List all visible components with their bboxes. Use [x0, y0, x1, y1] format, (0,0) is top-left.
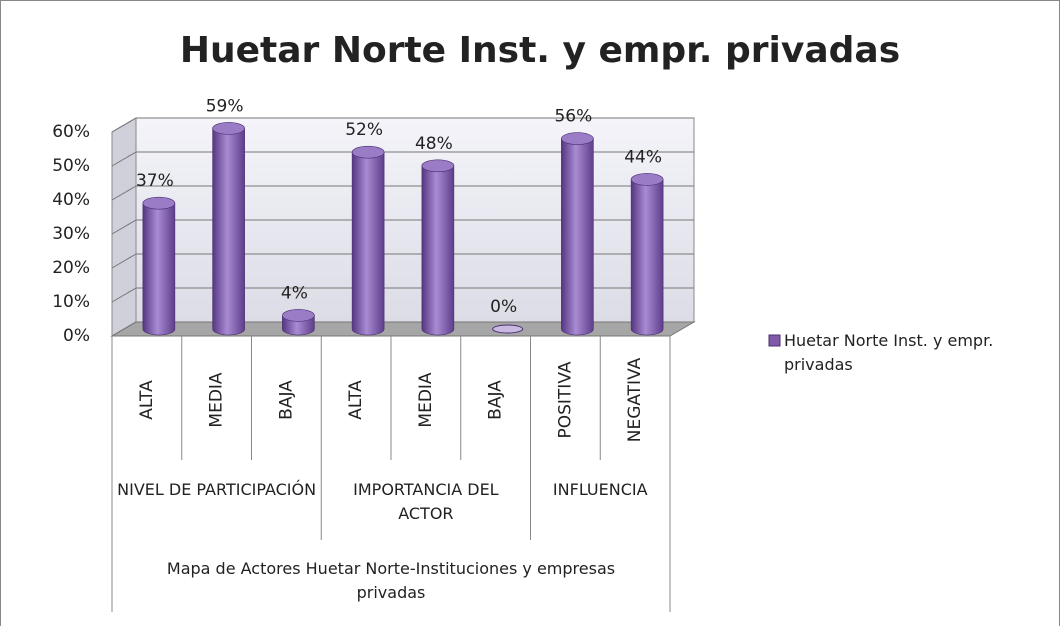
grid-line — [111, 185, 137, 201]
x-tick-label: MEDIA — [207, 372, 227, 428]
value-label: 59% — [206, 96, 244, 116]
y-tick-label: 20% — [52, 258, 90, 278]
y-tick-label: 50% — [52, 156, 90, 176]
bar-top — [421, 159, 455, 173]
y-tick-label: 0% — [63, 326, 90, 346]
floor — [110, 321, 696, 337]
value-label: 0% — [490, 297, 517, 317]
value-label: 52% — [345, 120, 383, 140]
grid-line — [111, 287, 137, 303]
bar — [561, 138, 594, 336]
bar-top — [561, 132, 594, 145]
y-tick-label: 10% — [52, 292, 90, 312]
x-tick-label: ALTA — [346, 380, 366, 420]
x-tick-label: POSITIVA — [555, 361, 575, 438]
value-label: 44% — [624, 147, 662, 167]
value-label: 48% — [415, 134, 453, 154]
legend-swatch — [768, 334, 781, 347]
legend-label: Huetar Norte Inst. y empr. privadas — [784, 331, 994, 374]
bar-top — [351, 145, 385, 159]
value-label: 56% — [554, 107, 592, 127]
bar — [492, 324, 524, 334]
x-tick-label: NEGATIVA — [625, 357, 645, 442]
y-tick-label: 40% — [52, 190, 90, 210]
bar-top — [142, 196, 176, 210]
value-label: 37% — [136, 171, 174, 191]
bar — [421, 165, 455, 336]
grid-line — [111, 117, 137, 133]
bar-top — [212, 122, 245, 135]
y-tick-label: 60% — [52, 122, 90, 142]
x-tick-label: BAJA — [276, 380, 296, 420]
x-tick-label: BAJA — [486, 380, 506, 420]
y-tick-label: 30% — [52, 224, 90, 244]
grid-line — [111, 219, 137, 235]
axis-group-label: Mapa de Actores Huetar Norte-Institucion… — [166, 559, 616, 602]
group-label: IMPORTANCIA DEL ACTOR — [353, 480, 499, 523]
bar-top — [630, 173, 664, 186]
bar — [142, 202, 176, 336]
bar — [630, 179, 664, 336]
chart-title: Huetar Norte Inst. y empr. privadas — [180, 30, 900, 71]
group-label: INFLUENCIA — [552, 480, 648, 499]
grid-line — [111, 151, 137, 167]
x-tick-label: MEDIA — [416, 372, 436, 428]
bar-top — [282, 309, 315, 322]
bar — [212, 128, 245, 336]
group-label: NIVEL DE PARTICIPACIÓN — [117, 480, 317, 499]
grid-line — [111, 321, 137, 337]
x-tick-label: ALTA — [137, 380, 157, 420]
bar — [351, 151, 385, 336]
grid-line — [111, 253, 137, 269]
value-label: 4% — [281, 283, 308, 303]
